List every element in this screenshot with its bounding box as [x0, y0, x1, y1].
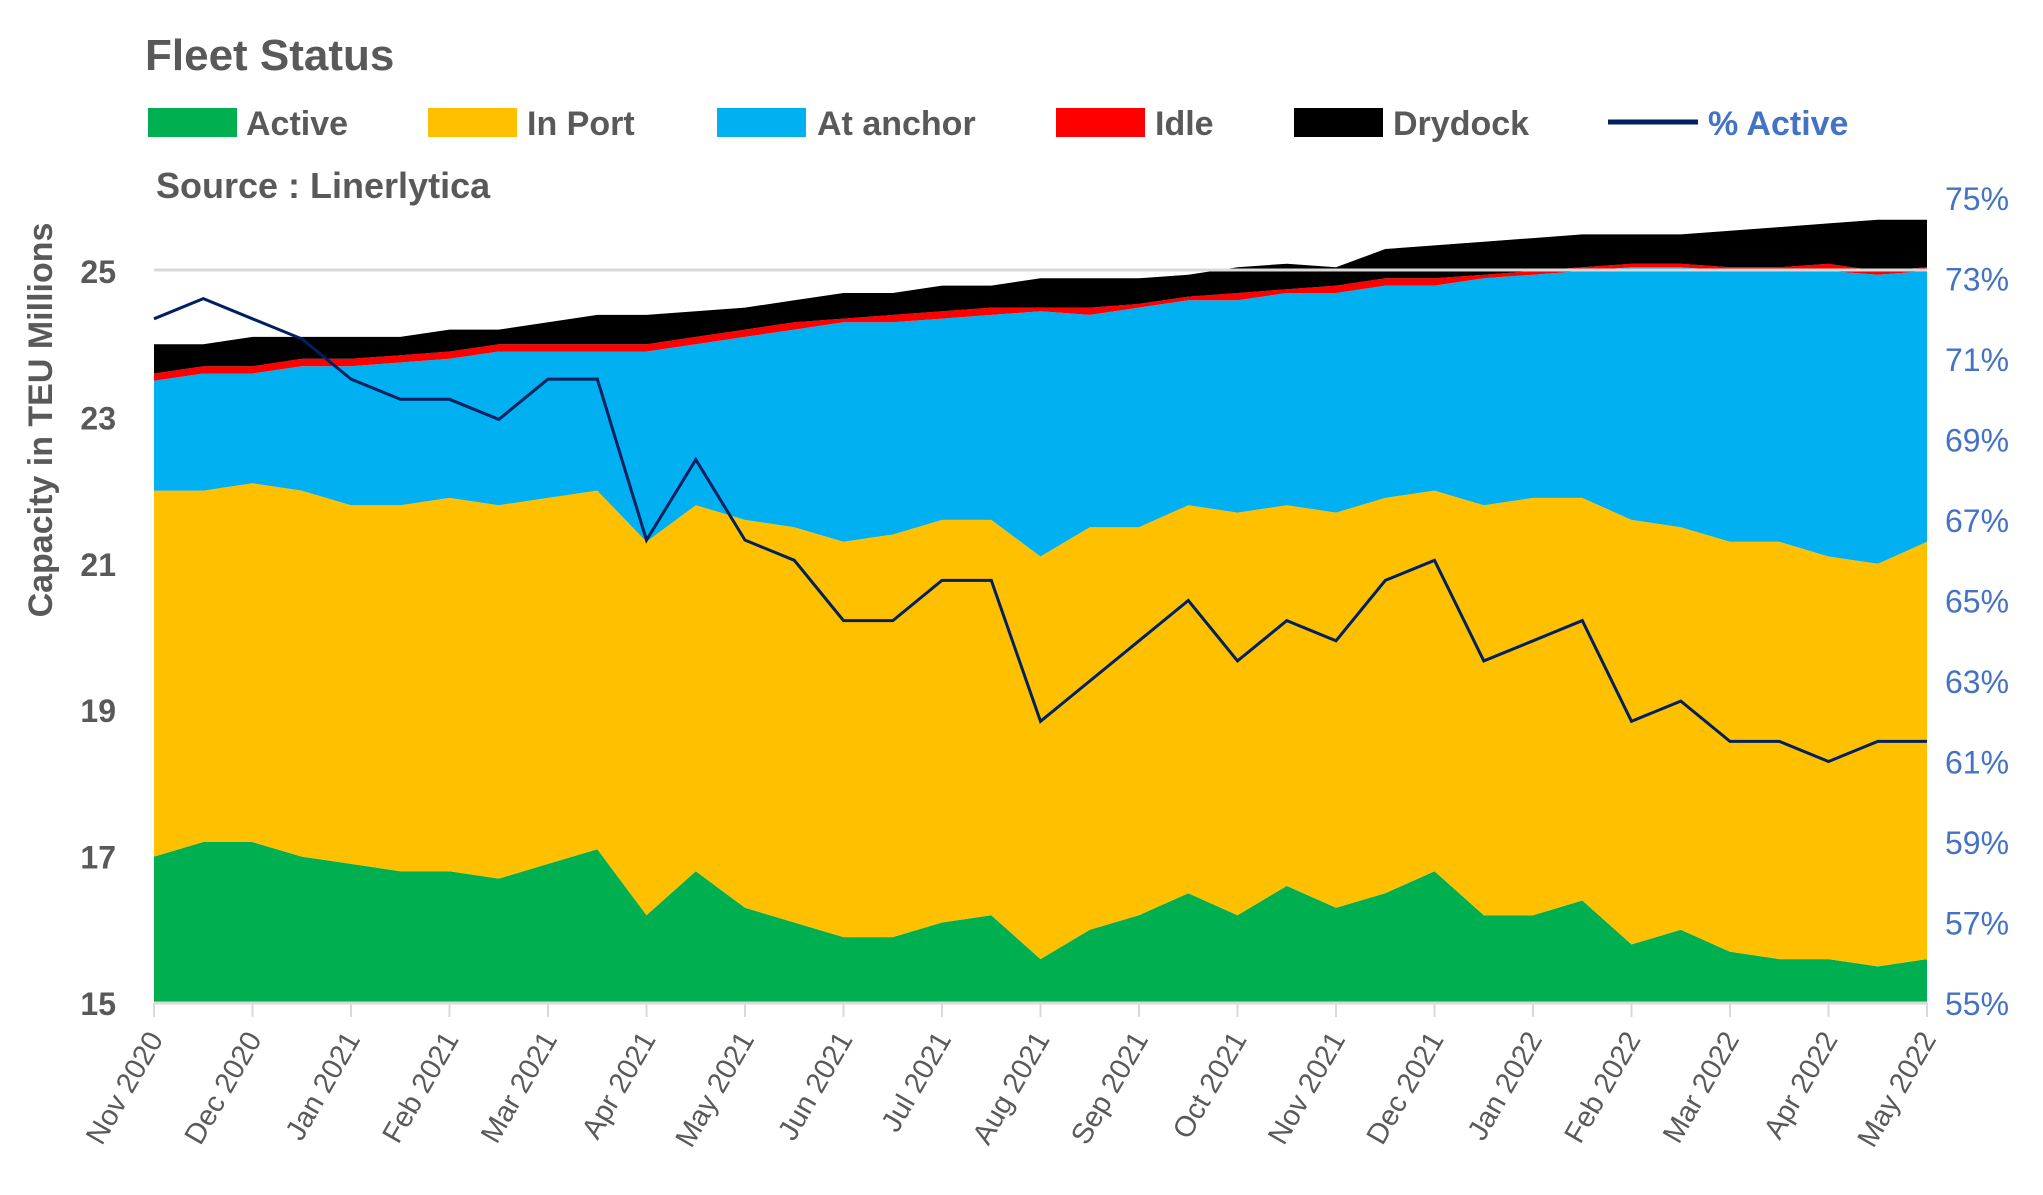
legend: Active In Port At anchor Idle Drydock % … [148, 105, 1848, 143]
y2-tick-label: 69% [1945, 423, 2009, 459]
legend-swatch-idle [1056, 108, 1145, 137]
x-tick-label: May 2022 [1852, 1027, 1943, 1153]
legend-swatch-at-anchor [717, 108, 806, 137]
x-tick-label: May 2021 [670, 1027, 761, 1153]
y-tick-label: 25 [80, 254, 116, 290]
y2-tick-label: 63% [1945, 664, 2009, 700]
legend-label-idle: Idle [1155, 105, 1214, 143]
y2-tick-label: 75% [1945, 181, 2009, 217]
x-tick-label: Sep 2021 [1065, 1027, 1155, 1151]
y2-tick-label: 71% [1945, 342, 2009, 378]
area-active [154, 842, 1927, 1003]
y-axis-right: 55% 57% 59% 61% 63% 65% 67% 69% 71% 73% 75% [1945, 181, 2009, 1022]
y2-tick-label: 59% [1945, 825, 2009, 861]
x-tick-label: Jan 2022 [1462, 1027, 1549, 1146]
area-drydock [154, 219, 1927, 374]
x-tick-label: Nov 2021 [1262, 1027, 1352, 1151]
legend-swatch-in-port [428, 108, 517, 137]
y2-tick-label: 57% [1945, 906, 2009, 942]
y-tick-label: 21 [80, 547, 116, 583]
y-axis-left: 15 17 19 21 23 25 [80, 254, 116, 1022]
y-tick-label: 19 [80, 693, 116, 729]
y2-tick-label: 61% [1945, 745, 2009, 781]
x-tick-label: Jun 2021 [772, 1027, 859, 1146]
legend-label-in-port: In Port [527, 105, 635, 143]
legend-label-drydock: Drydock [1393, 105, 1529, 143]
x-tick-label: Nov 2020 [80, 1027, 170, 1151]
source-label: Source : Linerlytica [156, 165, 491, 206]
x-tick-label: Oct 2021 [1167, 1027, 1254, 1145]
area-in-port [154, 483, 1927, 967]
x-tick-label: Feb 2021 [377, 1027, 466, 1149]
x-tick-label: Jan 2021 [280, 1027, 367, 1146]
y2-tick-label: 73% [1945, 262, 2009, 298]
x-tick-label: Apr 2022 [1758, 1027, 1845, 1145]
legend-swatch-active [148, 108, 237, 137]
pct-active-line-group [153, 296, 1927, 764]
x-tick-label: Aug 2021 [967, 1027, 1057, 1151]
x-tick-label: Apr 2021 [576, 1027, 663, 1145]
legend-label-pct-active: % Active [1708, 105, 1848, 143]
chart-title: Fleet Status [145, 31, 394, 80]
x-tick-label: Jul 2021 [876, 1027, 959, 1138]
legend-label-at-anchor: At anchor [817, 105, 976, 143]
legend-label-active: Active [246, 105, 348, 143]
x-tick-label: Mar 2021 [475, 1027, 564, 1149]
x-tick-label: Dec 2020 [179, 1027, 269, 1151]
y2-tick-label: 65% [1945, 584, 2009, 620]
y-axis-title: Capacity in TEU Millions [22, 223, 60, 618]
area-at-anchor [154, 267, 1927, 564]
y2-tick-label: 55% [1945, 986, 2009, 1022]
y-tick-label: 15 [80, 986, 116, 1022]
x-tick-label: Dec 2021 [1361, 1027, 1451, 1151]
x-tick-label: Feb 2022 [1559, 1027, 1648, 1149]
stacked-areas [154, 219, 1927, 1003]
y2-tick-label: 67% [1945, 503, 2009, 539]
y-tick-label: 17 [80, 840, 116, 876]
line-pct-active [153, 296, 1927, 764]
y-tick-label: 23 [80, 400, 116, 436]
x-axis: Nov 2020 Dec 2020 Jan 2021 Feb 2021 Mar 2021… [80, 1003, 1943, 1153]
legend-swatch-drydock [1294, 108, 1383, 137]
x-tick-label: Mar 2022 [1657, 1027, 1746, 1149]
